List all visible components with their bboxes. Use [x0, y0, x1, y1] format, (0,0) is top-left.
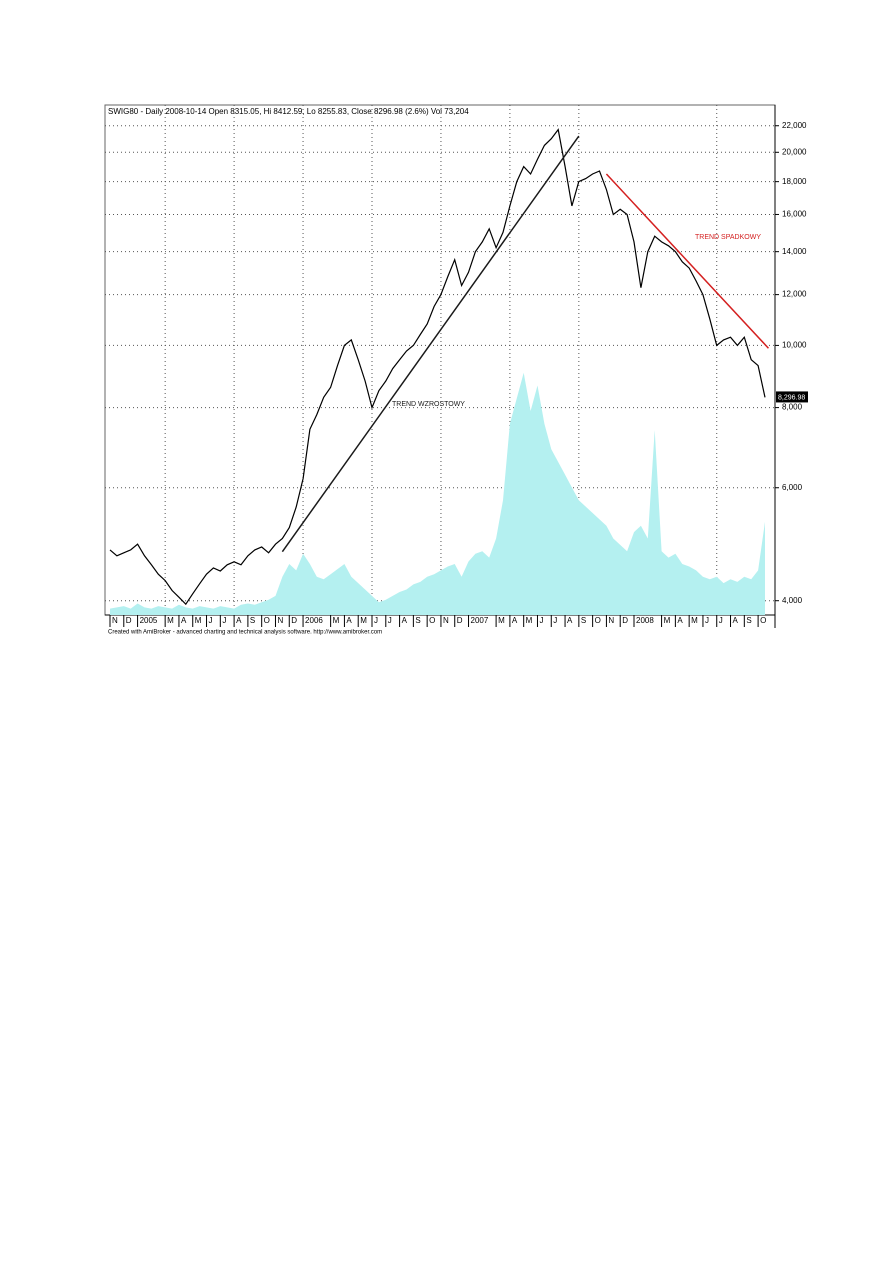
volume-area [110, 372, 765, 615]
plot-frame [104, 104, 776, 616]
x-tick-label: A [733, 616, 739, 625]
x-tick-label: A [512, 616, 518, 625]
x-tick-label: D [126, 616, 132, 625]
x-tick-label: J [388, 616, 392, 625]
x-tick-label: N [443, 616, 449, 625]
trendline-label: TREND WZROSTOWY [392, 401, 465, 408]
x-tick-label: A [677, 616, 683, 625]
x-tick-label: N [112, 616, 118, 625]
x-tick-label: J [374, 616, 378, 625]
x-tick-label: 2006 [305, 616, 323, 625]
x-tick-label: D [291, 616, 297, 625]
x-tick-label: D [622, 616, 628, 625]
x-tick-label: 2008 [636, 616, 654, 625]
x-tick-label: A [346, 616, 352, 625]
trendline-label: TREND SPADKOWY [695, 234, 761, 241]
price-tag-label: 8,296.98 [778, 394, 805, 401]
y-tick-label: 16,000 [782, 210, 807, 219]
x-tick-label: A [236, 616, 242, 625]
chart-title: SWIG80 - Daily 2008-10-14 Open 8315.05, … [108, 107, 469, 116]
x-tick-label: M [498, 616, 505, 625]
x-tick-label: 2005 [140, 616, 158, 625]
x-tick-label: M [526, 616, 533, 625]
x-tick-label: J [539, 616, 543, 625]
y-tick-label: 6,000 [782, 483, 803, 492]
x-tick-label: S [415, 616, 420, 625]
x-tick-label: S [746, 616, 751, 625]
x-tick-label: O [264, 616, 270, 625]
x-tick-label: J [705, 616, 709, 625]
y-tick-label: 22,000 [782, 121, 807, 130]
x-tick-label: A [181, 616, 187, 625]
price-tag [776, 391, 808, 403]
trendline [281, 135, 580, 553]
x-tick-label: M [691, 616, 698, 625]
x-tick-label: J [209, 616, 213, 625]
y-tick-label: 12,000 [782, 290, 807, 299]
y-tick-label: 10,000 [782, 341, 807, 350]
y-tick-label: 18,000 [782, 177, 807, 186]
y-tick-label: 8,000 [782, 403, 803, 412]
x-tick-label: S [250, 616, 255, 625]
x-tick-label: N [608, 616, 614, 625]
x-tick-label: A [567, 616, 573, 625]
x-tick-label: O [429, 616, 435, 625]
y-tick-label: 14,000 [782, 247, 807, 256]
x-tick-label: M [167, 616, 174, 625]
x-tick-label: S [581, 616, 586, 625]
x-tick-label: J [553, 616, 557, 625]
x-tick-label: M [333, 616, 340, 625]
x-tick-label: O [760, 616, 766, 625]
x-tick-label: D [457, 616, 463, 625]
footer: Created with AmiBroker - advanced charti… [108, 630, 382, 636]
y-tick-label: 4,000 [782, 596, 803, 605]
x-tick-label: 2007 [471, 616, 489, 625]
x-tick-label: M [664, 616, 671, 625]
x-tick-label: J [719, 616, 723, 625]
y-tick-label: 20,000 [782, 147, 807, 156]
x-tick-label: N [277, 616, 283, 625]
trendline [605, 173, 769, 349]
x-tick-label: A [402, 616, 408, 625]
x-tick-label: J [222, 616, 226, 625]
x-tick-label: M [195, 616, 202, 625]
price-line [109, 128, 766, 606]
x-tick-label: O [595, 616, 601, 625]
x-tick-label: M [360, 616, 367, 625]
